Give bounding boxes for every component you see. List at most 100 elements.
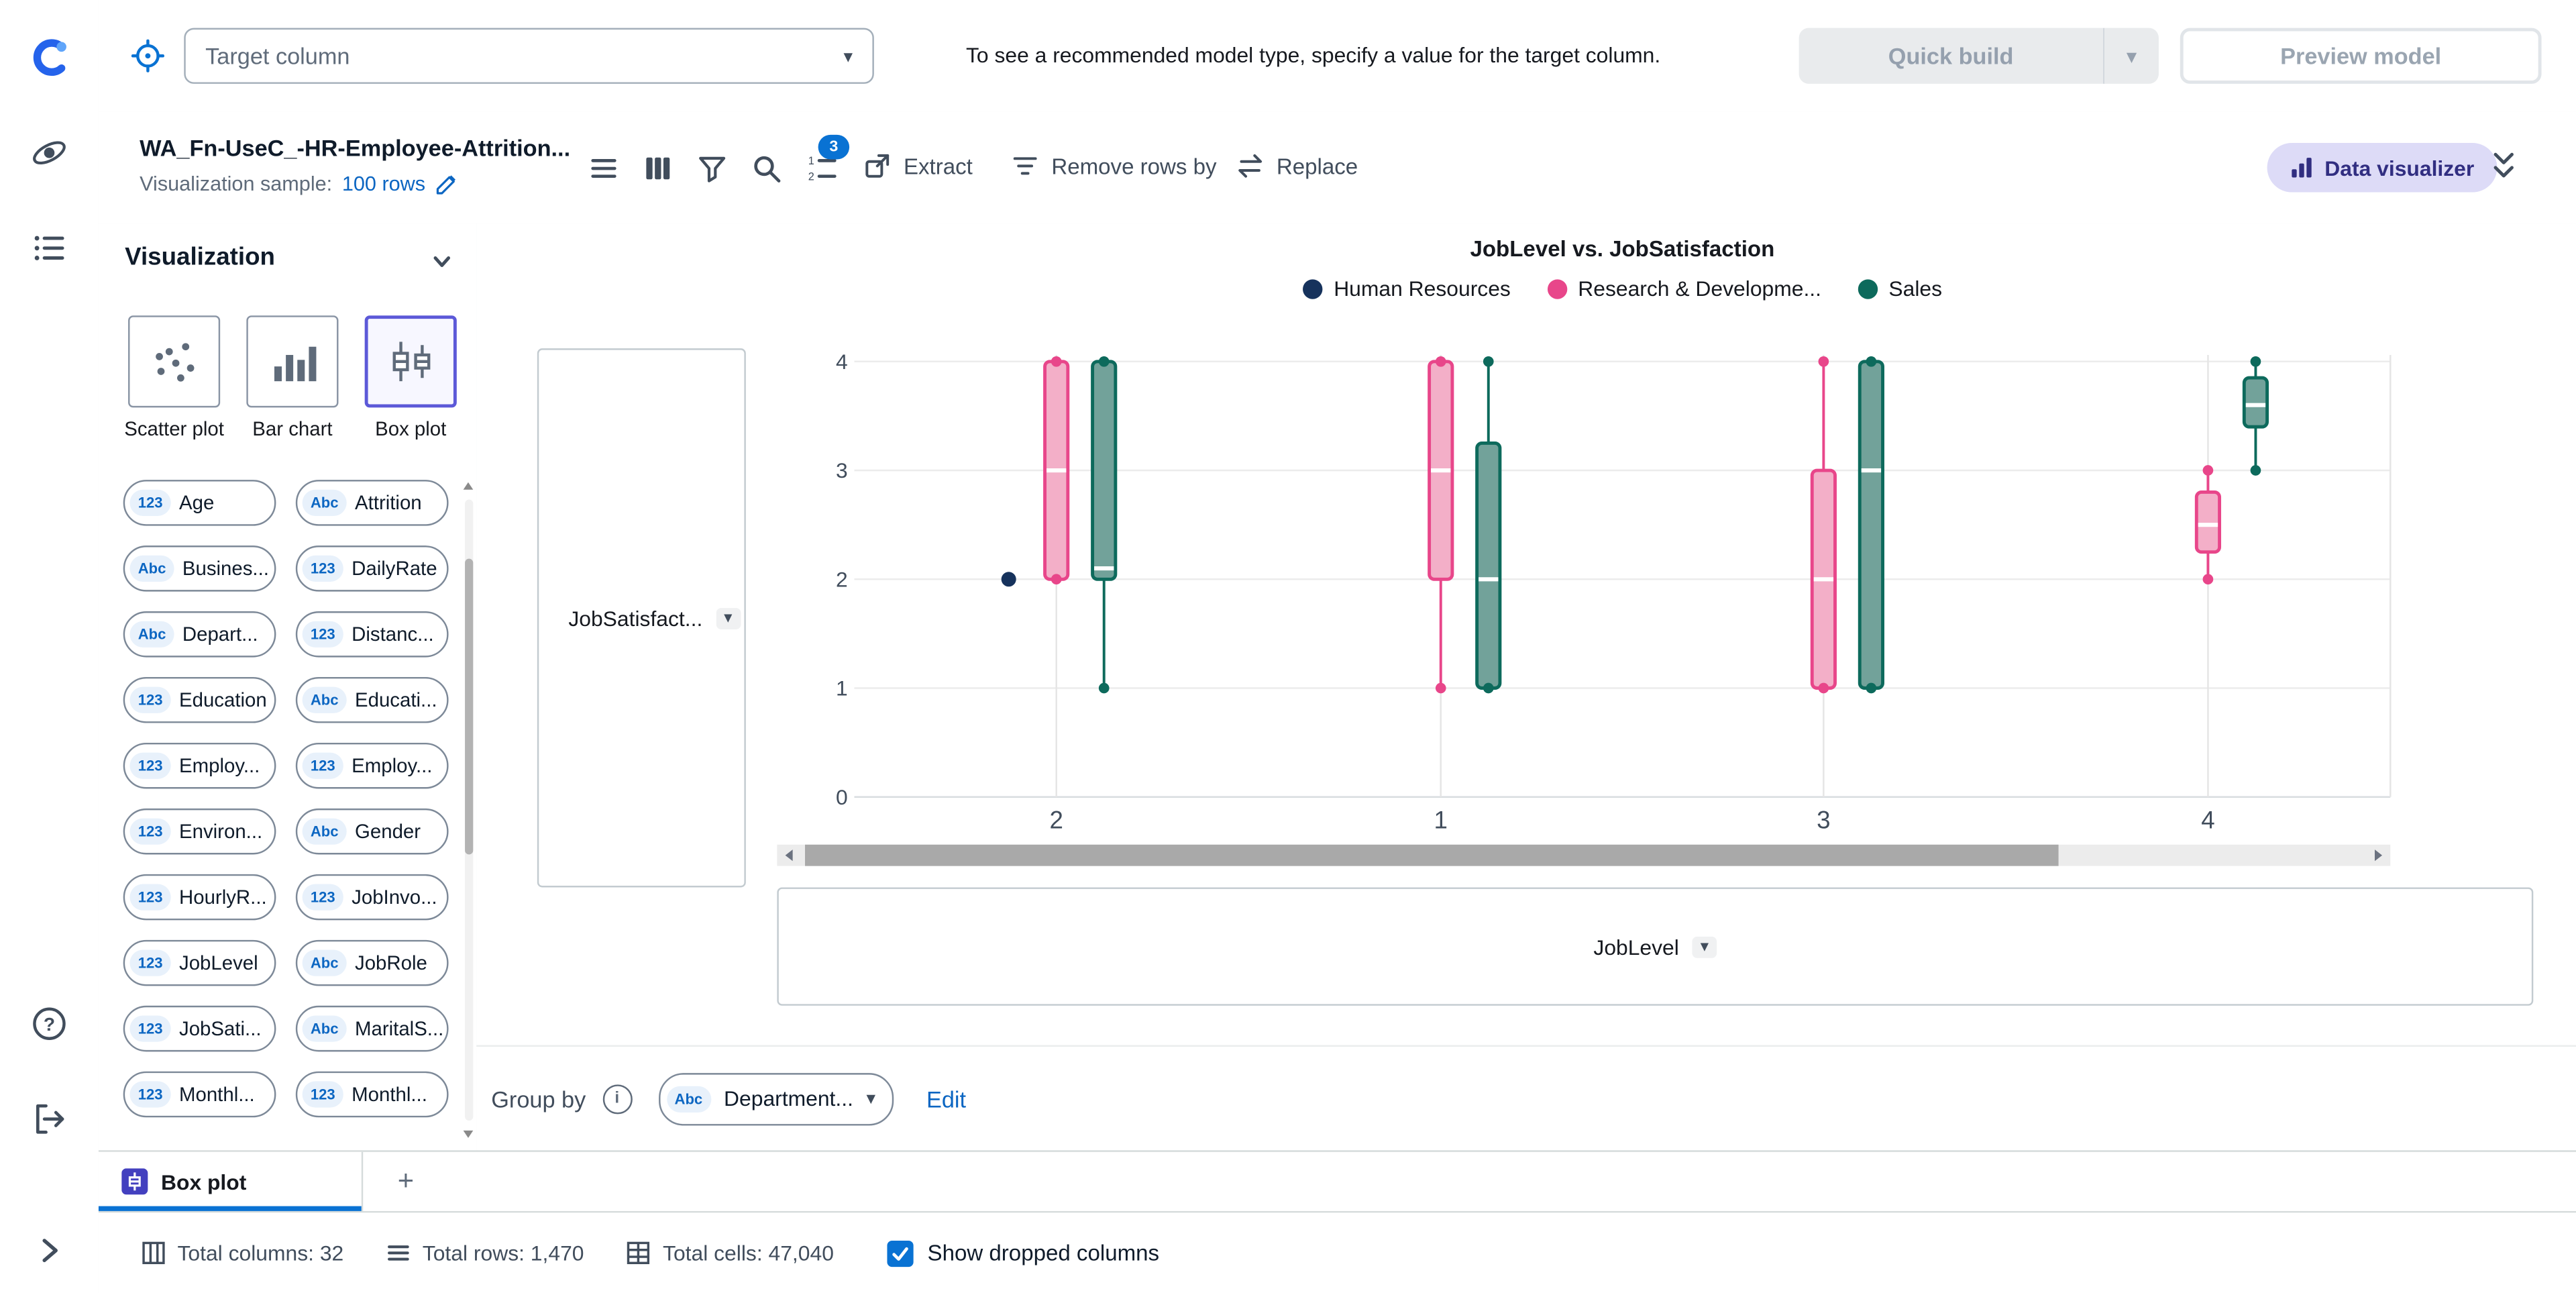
quick-build-split-button: Quick build ▾ <box>1799 28 2159 84</box>
dtype-badge: 123 <box>129 949 171 976</box>
edit-pencil-icon[interactable] <box>435 173 457 195</box>
chart-type-box-button[interactable]: Box plot <box>360 315 462 442</box>
box[interactable] <box>1091 360 1118 581</box>
column-pill[interactable]: Abc Depart... <box>123 611 276 658</box>
chart-title: JobLevel vs. JobSatisfaction <box>1470 236 1775 262</box>
whisker-dot <box>2250 356 2261 367</box>
column-pill[interactable]: 123 HourlyR... <box>123 874 276 921</box>
top-bar: Target column ▾ To see a recommended mod… <box>98 0 2576 113</box>
chart-type-bar-button[interactable]: Bar chart <box>241 315 343 442</box>
column-pill[interactable]: 123 JobInvo... <box>295 874 449 921</box>
column-pill[interactable]: 123 Age <box>123 480 276 526</box>
extract-button[interactable]: Extract <box>863 151 973 180</box>
columns-scrollbar[interactable] <box>462 480 475 1140</box>
x-tick-label: 1 <box>1434 806 1448 833</box>
column-pill[interactable]: Abc MaritalS... <box>295 1005 449 1052</box>
column-pill[interactable]: Abc Gender <box>295 808 449 855</box>
x-axis-dropzone[interactable]: JobLevel ▾ <box>777 887 2534 1006</box>
legend-item[interactable]: Research & Developme... <box>1546 276 1821 301</box>
column-pill[interactable]: 123 JobLevel <box>123 939 276 986</box>
dtype-badge: Abc <box>129 621 174 648</box>
column-pill[interactable]: Abc JobRole <box>295 939 449 986</box>
scatter-chart-icon <box>128 315 221 408</box>
column-pill[interactable]: 123 Monthl... <box>123 1071 276 1118</box>
checkbox-checked-icon[interactable] <box>886 1239 913 1266</box>
columns-view-icon[interactable] <box>641 151 674 184</box>
expand-rail-chevron-icon[interactable] <box>28 1229 71 1272</box>
help-icon[interactable]: ? <box>28 1002 71 1045</box>
scroll-up-icon[interactable] <box>462 480 475 493</box>
app-logo-icon[interactable] <box>28 36 71 79</box>
box[interactable] <box>2242 376 2269 429</box>
scroll-thumb[interactable] <box>805 844 2059 866</box>
column-pill[interactable]: 123 Education <box>123 676 276 723</box>
column-pill[interactable]: 123 Environ... <box>123 808 276 855</box>
tab-box-plot[interactable]: Box plot <box>98 1151 364 1211</box>
box[interactable] <box>2194 490 2222 554</box>
x-axis-field-dropdown[interactable]: JobLevel ▾ <box>1593 934 1717 959</box>
dtype-badge: 123 <box>129 489 171 516</box>
column-pill[interactable]: 123 Monthl... <box>295 1071 449 1118</box>
dtype-badge: 123 <box>129 752 171 779</box>
data-visualizer-button[interactable]: Data visualizer <box>2267 143 2498 193</box>
whisker-dot <box>1818 682 1829 694</box>
show-dropped-columns-toggle[interactable]: Show dropped columns <box>886 1239 1159 1266</box>
scroll-thumb[interactable] <box>465 558 474 855</box>
automl-icon[interactable] <box>28 132 71 174</box>
dtype-badge: 123 <box>302 555 343 582</box>
add-tab-button[interactable]: + <box>397 1165 415 1196</box>
x-tick-label: 4 <box>2201 806 2214 833</box>
preview-model-button[interactable]: Preview model <box>2180 28 2542 84</box>
scroll-left-icon[interactable] <box>782 848 797 863</box>
chart-type-scatter-button[interactable]: Scatter plot <box>123 315 225 442</box>
column-pill[interactable]: 123 Employ... <box>295 742 449 789</box>
column-pill[interactable]: Abc Busines... <box>123 546 276 592</box>
search-icon[interactable] <box>749 151 782 184</box>
row-list-icon[interactable] <box>586 151 619 184</box>
scroll-down-icon[interactable] <box>462 1127 475 1141</box>
column-pill[interactable]: 123 Employ... <box>123 742 276 789</box>
remove-rows-button[interactable]: Remove rows by <box>1013 153 1217 178</box>
whisker-dot <box>1866 356 1877 367</box>
chevron-collapse-icon[interactable] <box>431 250 453 272</box>
column-pill[interactable]: 123 JobSati... <box>123 1005 276 1052</box>
horizontal-scrollbar[interactable] <box>777 844 2391 866</box>
chevron-down-icon: ▾ <box>843 46 853 67</box>
group-by-dropdown[interactable]: Abc Department... ▾ <box>658 1072 894 1125</box>
scroll-right-icon[interactable] <box>2371 848 2385 863</box>
data-point[interactable] <box>1001 572 1016 587</box>
dtype-badge: 123 <box>129 818 171 845</box>
menu-list-icon[interactable] <box>28 227 71 270</box>
dtype-badge: 123 <box>129 686 171 713</box>
column-pill[interactable]: Abc Educati... <box>295 676 449 723</box>
replace-button[interactable]: Replace <box>1236 151 1358 180</box>
column-pill[interactable]: 123 DailyRate <box>295 546 449 592</box>
group-by-edit-link[interactable]: Edit <box>926 1085 967 1112</box>
target-column-hint: To see a recommended model type, specify… <box>966 42 1661 68</box>
box[interactable] <box>1858 360 1884 690</box>
whisker-dot <box>1483 356 1494 367</box>
quick-build-caret-button[interactable]: ▾ <box>2102 28 2159 84</box>
status-item: Total cells: 47,040 <box>627 1241 834 1265</box>
target-column-select[interactable]: Target column ▾ <box>184 28 874 84</box>
y-axis-field-dropdown[interactable]: JobSatisfact... ▾ <box>568 605 741 630</box>
column-pill[interactable]: Abc Attrition <box>295 480 449 526</box>
filter-icon[interactable] <box>695 151 728 184</box>
whisker-dot <box>1435 682 1446 694</box>
quick-build-button[interactable]: Quick build <box>1799 28 2103 84</box>
legend-item[interactable]: Human Resources <box>1302 276 1511 301</box>
box-plot-canvas[interactable]: 0 1 2 3 4 2 1 3 4 <box>476 223 2576 887</box>
collapse-double-chevron-icon[interactable] <box>2489 148 2518 184</box>
box[interactable] <box>1475 442 1502 690</box>
sample-value-link[interactable]: 100 rows <box>341 172 426 196</box>
dtype-badge: Abc <box>302 489 347 516</box>
column-pill[interactable]: 123 Distanc... <box>295 611 449 658</box>
y-axis-dropzone[interactable]: JobSatisfact... ▾ <box>537 348 746 888</box>
dtype-badge: Abc <box>302 686 347 713</box>
logout-icon[interactable] <box>28 1098 71 1141</box>
dtype-badge: Abc <box>302 1015 347 1042</box>
legend-item[interactable]: Sales <box>1857 276 1942 301</box>
info-icon[interactable]: i <box>602 1084 632 1114</box>
